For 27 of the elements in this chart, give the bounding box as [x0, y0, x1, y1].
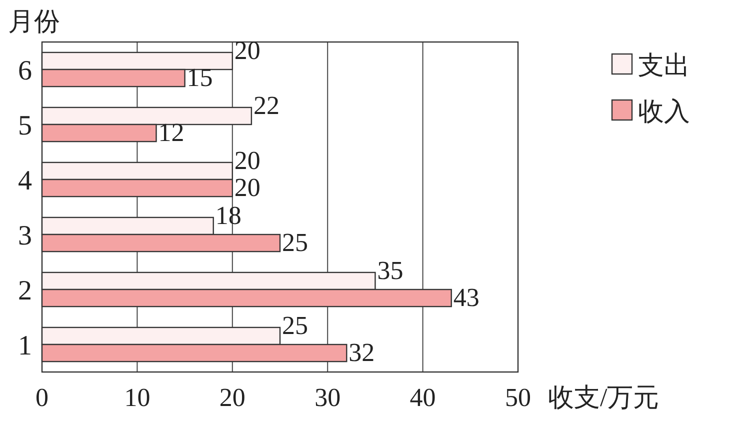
legend-label: 收入: [638, 97, 690, 126]
legend-label: 支出: [638, 51, 690, 80]
y-tick-label: 6: [18, 56, 32, 86]
data-label: 22: [253, 90, 280, 120]
data-label: 43: [453, 283, 480, 312]
data-label: 35: [377, 256, 404, 285]
data-label: 20: [234, 36, 260, 65]
x-axis-title: 收支/万元: [548, 383, 660, 412]
data-label: 32: [348, 338, 375, 368]
y-tick-label: 4: [18, 166, 32, 196]
y-tick-label: 5: [18, 110, 32, 142]
x-tick-label: 50: [505, 383, 531, 412]
data-label: 15: [186, 63, 213, 92]
x-tick-label: 30: [314, 383, 341, 412]
x-tick-label: 20: [219, 383, 246, 412]
data-label: 20: [234, 173, 260, 202]
data-label: 25: [282, 310, 308, 340]
y-axis-title: 月份: [8, 7, 60, 36]
x-tick-label: 10: [124, 383, 150, 412]
x-tick-label: 0: [36, 383, 48, 412]
data-label: 12: [158, 118, 184, 148]
y-tick-label: 2: [18, 276, 32, 306]
data-label: 25: [282, 228, 308, 258]
y-tick-label: 1: [18, 330, 32, 362]
x-tick-label: 40: [410, 383, 436, 412]
y-tick-label: 3: [18, 220, 32, 252]
data-label: 20: [234, 146, 260, 175]
